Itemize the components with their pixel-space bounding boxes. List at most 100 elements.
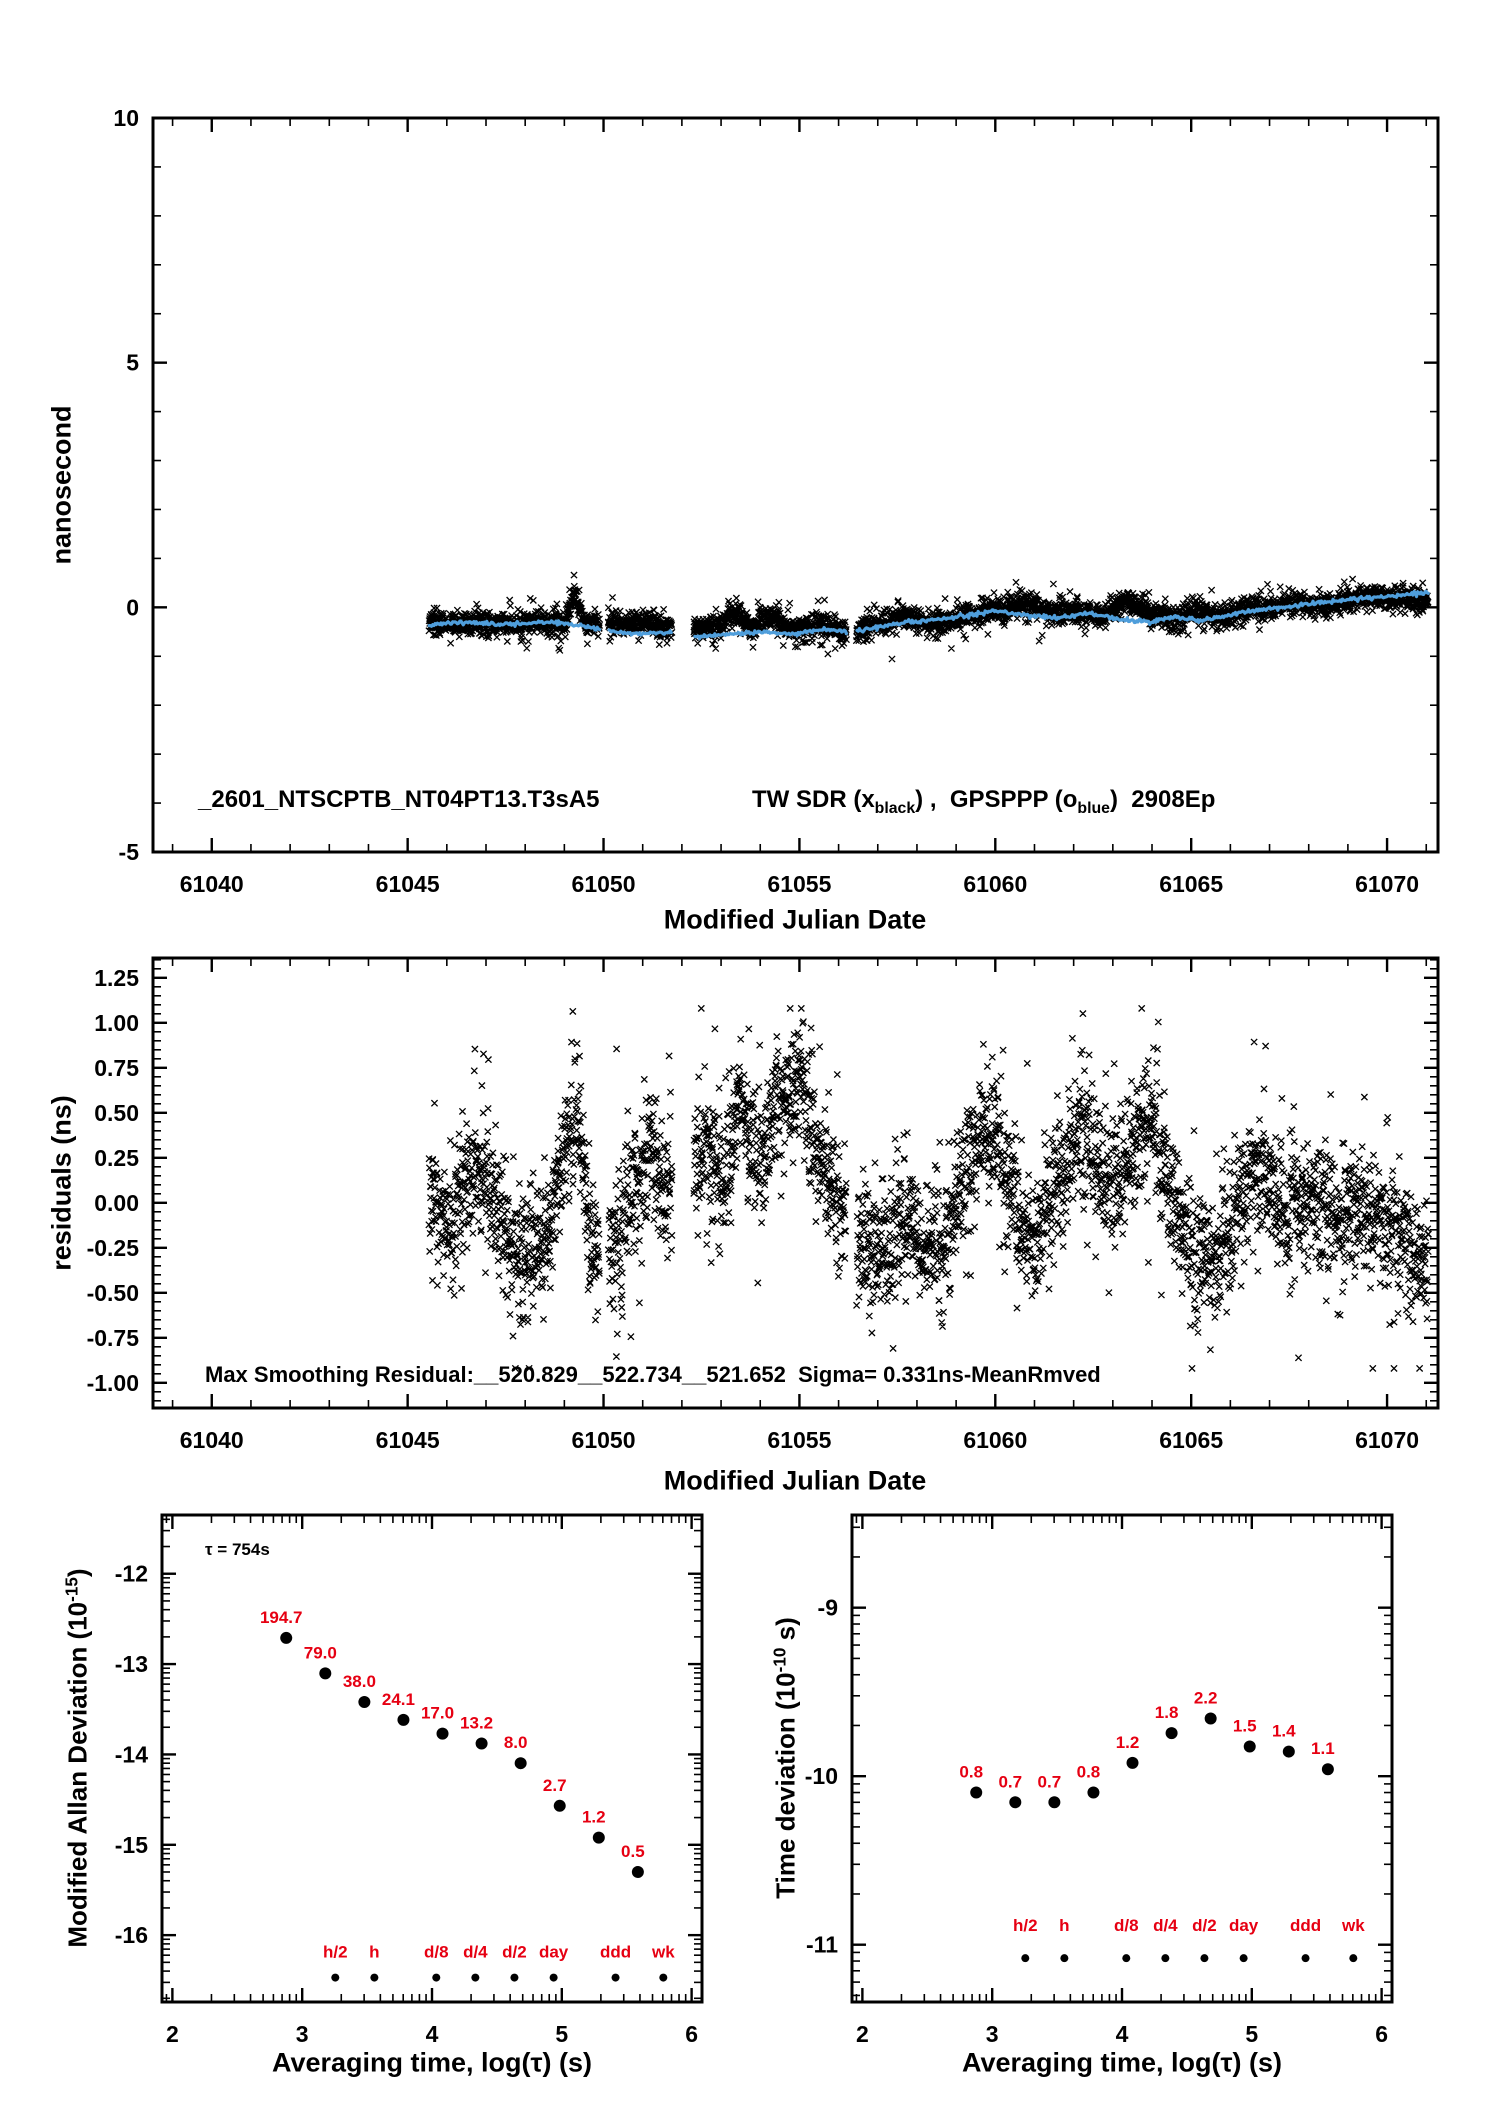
svg-text:d/2: d/2 [1192, 1916, 1217, 1935]
svg-text:-0.75: -0.75 [87, 1325, 140, 1351]
svg-text:5: 5 [555, 2021, 568, 2047]
svg-text:-0.25: -0.25 [87, 1235, 140, 1261]
svg-text:h/2: h/2 [1013, 1916, 1038, 1935]
svg-text:0.25: 0.25 [94, 1145, 139, 1171]
tdev-y-title-text: Time deviation (10 [770, 1672, 801, 1899]
svg-text:0.00: 0.00 [94, 1190, 139, 1216]
svg-text:61055: 61055 [767, 1427, 831, 1453]
svg-text:-14: -14 [115, 1741, 148, 1767]
svg-text:10: 10 [113, 105, 139, 131]
svg-text:61070: 61070 [1355, 871, 1419, 897]
svg-text:61065: 61065 [1159, 1427, 1223, 1453]
svg-text:17.0: 17.0 [421, 1704, 454, 1723]
tdev-y-title-close: s) [770, 1617, 801, 1648]
time-series-panel: 61040 61045 61050 61055 61060 61065 61070 -5 0 5 1… [113, 105, 1440, 897]
svg-text:38.0: 38.0 [343, 1672, 376, 1691]
svg-text:8.0: 8.0 [504, 1733, 528, 1752]
svg-text:24.1: 24.1 [382, 1690, 415, 1709]
svg-text:6: 6 [685, 2021, 698, 2047]
svg-text:3: 3 [986, 2021, 999, 2047]
svg-text:1.5: 1.5 [1233, 1717, 1257, 1736]
tdev-y-axis-title: Time deviation (10-10 s) [769, 1617, 802, 1899]
svg-text:61060: 61060 [963, 1427, 1027, 1453]
legend-text-2: ) , GPSPPP (o [915, 786, 1078, 813]
svg-text:0.8: 0.8 [1077, 1763, 1101, 1782]
residuals-x-axis-title: Modified Julian Date [663, 1465, 927, 1496]
svg-text:-5: -5 [119, 839, 140, 865]
top-x-axis-title: Modified Julian Date [663, 904, 927, 935]
svg-text:61040: 61040 [180, 871, 244, 897]
svg-text:2: 2 [166, 2021, 179, 2047]
svg-text:61040: 61040 [180, 1427, 244, 1453]
legend-text-3: ) 2908Ep [1109, 786, 1216, 813]
svg-text:d/2: d/2 [502, 1943, 527, 1962]
top-y-axis-title: nanosecond [46, 405, 77, 565]
residuals-y-axis-title: residuals (ns) [46, 1095, 77, 1271]
svg-text:2.2: 2.2 [1194, 1688, 1218, 1707]
svg-text:4: 4 [426, 2021, 439, 2047]
tau-annotation: τ = 754s [205, 1540, 270, 1559]
svg-text:d/8: d/8 [1114, 1916, 1139, 1935]
svg-text:1.2: 1.2 [1116, 1733, 1140, 1752]
svg-text:d/4: d/4 [463, 1943, 488, 1962]
svg-text:h/2: h/2 [323, 1943, 348, 1962]
legend-text-1: TW SDR (x [752, 786, 875, 813]
svg-text:4: 4 [1116, 2021, 1129, 2047]
svg-text:0: 0 [126, 594, 139, 620]
svg-text:-10: -10 [805, 1763, 838, 1789]
svg-text:wk: wk [651, 1943, 675, 1962]
svg-text:0.5: 0.5 [621, 1842, 645, 1861]
top-annotation: _2601_NTSCPTB_NT04PT13.T3sA5 [198, 786, 600, 813]
svg-text:-1.00: -1.00 [87, 1370, 139, 1396]
mdev-panel: 2 3 4 5 6 -16 -15 -14 -13 -12 194.779.0 38.0 24.1 17.… [115, 1513, 704, 2047]
svg-text:d/4: d/4 [1153, 1916, 1178, 1935]
svg-text:-13: -13 [115, 1651, 148, 1677]
svg-text:day: day [1229, 1916, 1259, 1935]
svg-text:0.8: 0.8 [959, 1763, 983, 1782]
svg-text:61050: 61050 [572, 1427, 636, 1453]
svg-text:1.1: 1.1 [1311, 1739, 1335, 1758]
svg-text:h: h [1059, 1916, 1069, 1935]
svg-text:3: 3 [296, 2021, 309, 2047]
svg-text:1.2: 1.2 [582, 1808, 606, 1827]
residuals-annotation: Max Smoothing Residual:__520.829__522.73… [205, 1362, 1101, 1387]
svg-text:d/8: d/8 [424, 1943, 449, 1962]
svg-text:6: 6 [1375, 2021, 1388, 2047]
svg-text:-16: -16 [115, 1922, 148, 1948]
svg-text:1.25: 1.25 [94, 965, 139, 991]
svg-text:61055: 61055 [767, 871, 831, 897]
svg-text:194.7: 194.7 [260, 1608, 303, 1627]
svg-text:-11: -11 [806, 1932, 838, 1958]
svg-text:-9: -9 [818, 1595, 838, 1621]
svg-text:5: 5 [1245, 2021, 1258, 2047]
svg-text:2: 2 [856, 2021, 869, 2047]
mdev-x-axis-title: Averaging time, log(τ) (s) [271, 2047, 593, 2078]
legend-sub-blue: blue [1077, 799, 1110, 817]
svg-text:2.7: 2.7 [543, 1776, 567, 1795]
svg-text:wk: wk [1341, 1916, 1365, 1935]
svg-text:61050: 61050 [572, 871, 636, 897]
svg-text:5: 5 [126, 350, 139, 376]
svg-text:-15: -15 [115, 1832, 148, 1858]
tdev-x-axis-title: Averaging time, log(τ) (s) [961, 2047, 1283, 2078]
mdev-y-axis-title: Modified Allan Deviation (10-15) [61, 1568, 94, 1947]
top-legend: TW SDR (xblack) , GPSPPP (oblue) 2908Ep [752, 786, 1216, 817]
svg-text:-12: -12 [115, 1561, 148, 1587]
svg-text:61065: 61065 [1159, 871, 1223, 897]
tdev-y-title-exp: -10 [769, 1647, 790, 1673]
svg-text:0.50: 0.50 [94, 1100, 139, 1126]
svg-text:13.2: 13.2 [460, 1714, 493, 1733]
svg-text:61060: 61060 [963, 871, 1027, 897]
svg-text:day: day [539, 1943, 569, 1962]
svg-text:0.7: 0.7 [1038, 1772, 1062, 1791]
tdev-panel: 2 3 4 5 6 -11 -10 -9 0.8 0.7 0.7 0.8 1.2 1.8 2.2 1.5 1.4… [805, 1513, 1394, 2047]
svg-text:61045: 61045 [376, 1427, 440, 1453]
residuals-panel: 61040 61045 61050 61055 61060 61065 61070 -1.00… [87, 956, 1440, 1453]
mdev-y-title-exp: -15 [61, 1577, 82, 1602]
svg-text:ddd: ddd [600, 1943, 631, 1962]
svg-text:0.7: 0.7 [998, 1772, 1022, 1791]
svg-text:1.4: 1.4 [1272, 1722, 1296, 1741]
svg-text:ddd: ddd [1290, 1916, 1321, 1935]
